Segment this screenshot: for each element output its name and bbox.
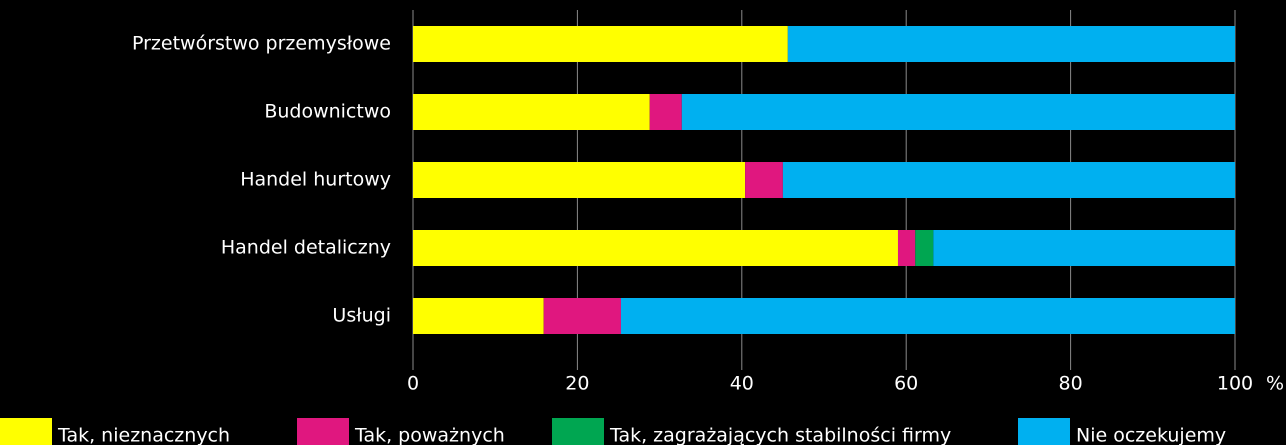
legend-swatch xyxy=(297,418,349,445)
y-tick-label: Handel hurtowy xyxy=(240,169,391,191)
legend-swatch xyxy=(1018,418,1070,445)
bar-segment xyxy=(620,298,1235,334)
legend-swatch xyxy=(552,418,604,445)
x-tick-label: 40 xyxy=(730,373,754,395)
legend-label: Tak, zagrażających stabilności firmy xyxy=(609,425,951,445)
bar-segment xyxy=(681,94,1235,130)
legend-label: Nie oczekujemy xyxy=(1076,425,1226,445)
x-axis-unit: % xyxy=(1266,373,1284,395)
bar-segment xyxy=(787,26,1235,62)
x-tick-label: 100 xyxy=(1217,373,1253,395)
x-tick-label: 80 xyxy=(1059,373,1083,395)
bar-segment xyxy=(897,230,916,266)
bar-segment xyxy=(543,298,621,334)
y-tick-label: Przetwórstwo przemysłowe xyxy=(132,33,391,55)
bar-segment xyxy=(413,162,746,198)
bar-segment xyxy=(649,94,682,130)
bar-segment xyxy=(413,298,544,334)
legend-label: Tak, poważnych xyxy=(354,425,505,445)
bar-segment xyxy=(933,230,1235,266)
y-tick-label: Usługi xyxy=(332,305,391,327)
x-tick-label: 20 xyxy=(565,373,589,395)
bar-segment xyxy=(413,26,788,62)
legend-swatch xyxy=(0,418,52,445)
legend-label: Tak, nieznacznych xyxy=(57,425,230,445)
x-tick-label: 60 xyxy=(894,373,918,395)
bar-segment xyxy=(413,230,898,266)
x-tick-label: 0 xyxy=(407,373,419,395)
bar-segment xyxy=(745,162,783,198)
bar-segment xyxy=(915,230,934,266)
bar-segment xyxy=(782,162,1235,198)
y-tick-label: Budownictwo xyxy=(264,101,391,123)
y-tick-label: Handel detaliczny xyxy=(221,237,391,259)
bar-segment xyxy=(413,94,650,130)
